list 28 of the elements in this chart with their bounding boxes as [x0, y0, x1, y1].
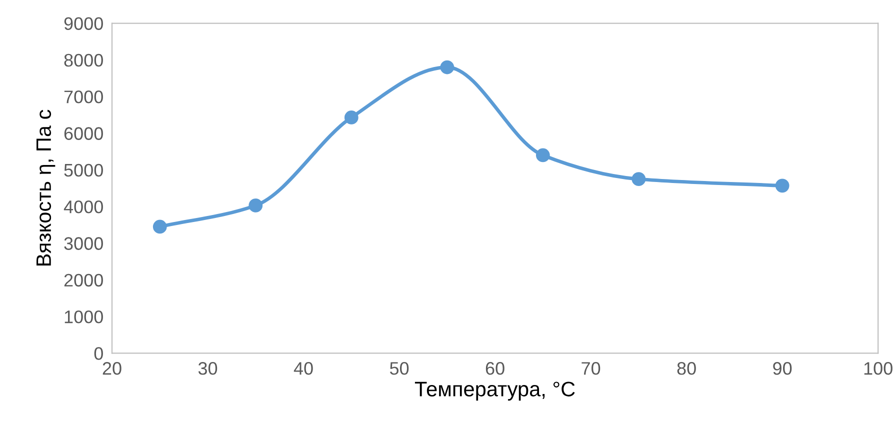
x-tick-label: 50	[390, 362, 409, 375]
x-tick-label: 60	[486, 362, 504, 375]
x-tick-label: 40	[294, 362, 313, 375]
y-tick-label: 8000	[64, 54, 103, 67]
y-tick-label: 0	[94, 347, 103, 360]
x-axis-title: Температура, °C	[414, 382, 575, 401]
y-tick-label: 5000	[64, 164, 103, 177]
y-tick-label: 3000	[64, 237, 103, 250]
y-tick-label: 9000	[64, 17, 103, 30]
point	[775, 178, 790, 193]
y-tick-label: 4000	[64, 200, 103, 214]
x-tick-label: 30	[198, 362, 218, 375]
point	[248, 198, 263, 212]
x-tick-label: 70	[582, 362, 600, 375]
x-tick-label: 80	[677, 362, 696, 375]
y-tick-label: 2000	[64, 274, 103, 287]
point	[536, 148, 550, 162]
point	[344, 110, 358, 124]
point	[440, 60, 454, 74]
x-tick-label: 20	[102, 362, 122, 375]
x-tick-label: 90	[773, 362, 792, 375]
y-tick-label: 7000	[64, 90, 103, 104]
point	[152, 220, 167, 234]
y-tick-label: 6000	[64, 127, 103, 140]
point	[632, 172, 646, 186]
y-tick-label: 1000	[64, 310, 103, 324]
y-axis-title: Вязкость η, Па с	[36, 110, 56, 266]
x-tick-label: 100	[864, 362, 892, 375]
